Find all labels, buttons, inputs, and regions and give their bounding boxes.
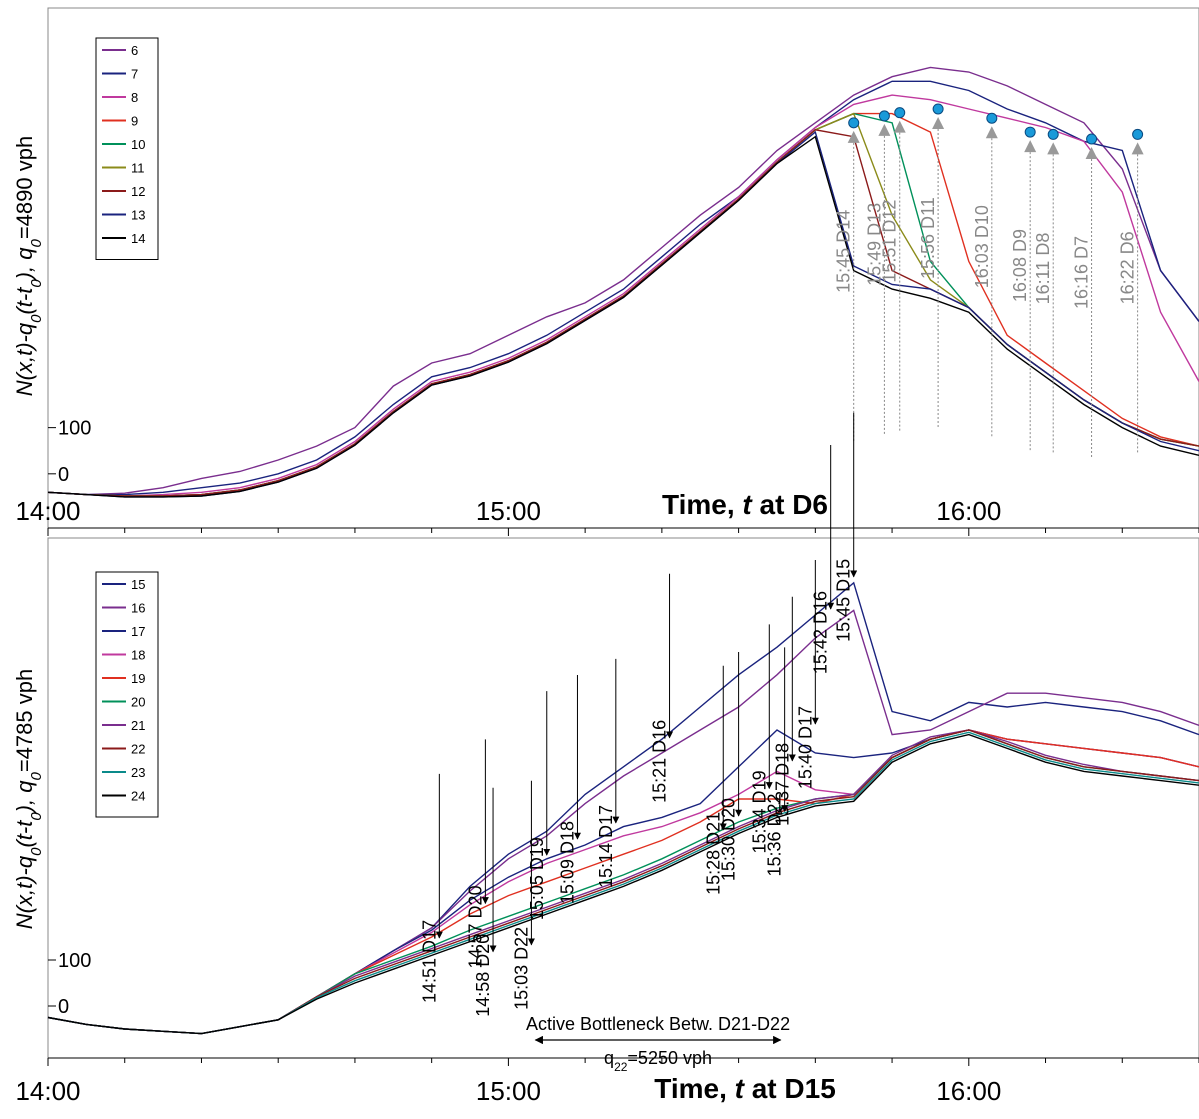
panel-1-annotation-arrowhead-7 xyxy=(1047,142,1060,155)
panel-2-legend-label-18: 18 xyxy=(131,648,145,663)
panel-2-annotation-label-5: 15:09 D18 xyxy=(557,821,577,904)
panel-1-series-9 xyxy=(47,112,1199,497)
panel-1-annotation-dot-8 xyxy=(1086,133,1098,145)
panel-1-legend-label-9: 9 xyxy=(131,114,138,129)
panel-2-legend-label-16: 16 xyxy=(131,601,145,616)
panel-1-annotation-label-9: 16:22 D6 xyxy=(1118,231,1138,304)
panel-1-y-tick-label: 0 xyxy=(58,464,69,486)
panel-2-annotation-label-8: 15:03 D22 xyxy=(511,927,531,1010)
panel-2-annotation-label-10: 15:28 D21 xyxy=(703,812,723,895)
panel-1-x-tick-label: 15:00 xyxy=(476,496,541,526)
panel-1-annotation-dot-6 xyxy=(1024,126,1036,138)
panel-1-annotation-label-2: 15:49 D13 xyxy=(864,203,884,286)
panel-2-x-tick-label: 14:00 xyxy=(15,1076,80,1106)
panel-2-annotation-label-9: 15:36 D22 xyxy=(765,793,785,876)
panel-1-series-13 xyxy=(47,130,1199,498)
panel-2-annotation-label-3: 14:57 D20 xyxy=(465,885,485,968)
panel-1-annotation-arrowhead-5 xyxy=(985,126,998,139)
panel-1-annotation-label-6: 16:08 D9 xyxy=(1010,229,1030,302)
panel-2-annotation-label-2: 14:58 D20 xyxy=(473,934,493,1017)
panel-2-annotation-label-12: 15:34 D19 xyxy=(749,770,769,853)
panel-2-x-axis-label: Time, t at D15 xyxy=(654,1073,836,1104)
panel-1-annotation-label-7: 16:11 D8 xyxy=(1033,233,1053,305)
panel-1-annotation-arrowhead-8 xyxy=(1085,147,1098,159)
panel-2-legend xyxy=(95,571,159,818)
panel-1-legend-label-8: 8 xyxy=(131,90,138,105)
panel-1-legend-label-13: 13 xyxy=(131,208,145,223)
panel-1-y-tick-label: 100 xyxy=(58,418,91,440)
panel-2-legend-label-23: 23 xyxy=(131,765,145,780)
panel-1-legend-label-10: 10 xyxy=(131,137,145,152)
panel-2-series-16 xyxy=(47,609,1199,1035)
panel-2-y-tick-label: 100 xyxy=(58,950,91,972)
panel-1-x-tick-label: 16:00 xyxy=(936,496,1001,526)
panel-2-annotation-label-13: 15:37 D18 xyxy=(772,743,792,826)
panel-1-legend-label-6: 6 xyxy=(131,43,138,58)
panel-2-series-24 xyxy=(47,733,1199,1035)
panel-2-annotation-label-4: 15:05 D19 xyxy=(527,837,547,920)
panel-2-annotation-label-6: 15:14 D17 xyxy=(596,805,616,888)
panel-2-legend-label-21: 21 xyxy=(131,718,145,733)
panel-2-plot-frame xyxy=(47,537,1199,1059)
panel-2-legend-label-15: 15 xyxy=(131,577,145,592)
panel-1-annotation-dot-3 xyxy=(894,107,906,119)
panel-1-series-6 xyxy=(47,66,1199,496)
panel-1-annotation-dot-9 xyxy=(1132,128,1144,140)
panel-2-x-tick-label: 15:00 xyxy=(476,1076,541,1106)
panel-2-annotation-label-1: 14:51 D17 xyxy=(419,920,439,1003)
panel-2-annotation-label-7: 15:21 D16 xyxy=(650,720,670,803)
panel-1-x-axis-label: Time, t at D6 xyxy=(662,489,828,520)
panel-1-x-tick-label: 14:00 xyxy=(15,496,80,526)
panel-1-legend-label-11: 11 xyxy=(131,161,145,176)
panel-1-legend-label-14: 14 xyxy=(131,231,145,246)
panel-2-annotation-label-14: 15:40 D17 xyxy=(795,706,815,789)
panel-2-annotation-label-16: 15:45 D15 xyxy=(834,559,854,642)
panel-2-series-15 xyxy=(47,581,1199,1035)
panel-1-legend xyxy=(95,37,159,260)
panel-1-annotation-dot-5 xyxy=(986,112,998,124)
panel-1-series-14 xyxy=(47,135,1199,498)
panel-1-annotation-dot-1 xyxy=(848,117,860,129)
panel-1-annotation-label-5: 16:03 D10 xyxy=(972,205,992,288)
panel-2-x-tick-label: 16:00 xyxy=(936,1076,1001,1106)
panel-1-annotation-arrowhead-2 xyxy=(878,123,891,136)
panel-1-annotation-dot-2 xyxy=(878,110,890,122)
panel-1-annotation-label-1: 15:45 D14 xyxy=(834,210,854,293)
panel-1-annotation-dot-4 xyxy=(932,103,944,115)
panel-1-annotation-dot-7 xyxy=(1047,128,1059,140)
panel-1-annotation-arrowhead-3 xyxy=(893,120,906,133)
panel-1-legend-label-7: 7 xyxy=(131,67,138,82)
panel-1-y-axis-label: N(x,t)-q0(t-t0), q0=4890 vph xyxy=(12,136,45,396)
panel-1-series-12 xyxy=(47,129,1199,497)
panel-1-annotation-arrowhead-6 xyxy=(1024,140,1037,153)
panel-2-bottleneck-rate: q22=5250 vph xyxy=(604,1048,712,1074)
panel-1-annotation-arrowhead-9 xyxy=(1131,142,1144,155)
panel-1-annotation-arrowhead-1 xyxy=(847,130,860,143)
panel-2-y-axis-label: N(x,t)-q0(t-t0), q0=4785 vph xyxy=(12,669,45,929)
panel-1-legend-label-12: 12 xyxy=(131,184,145,199)
panel-2-legend-label-20: 20 xyxy=(131,695,145,710)
panel-2-legend-label-19: 19 xyxy=(131,671,145,686)
panel-1-annotation-label-8: 16:16 D7 xyxy=(1072,236,1092,309)
panel-1-series-10 xyxy=(47,112,1199,497)
panel-1-annotation-arrowhead-4 xyxy=(932,116,945,129)
panel-2-series-23 xyxy=(47,731,1199,1035)
panel-2-annotation-label-11: 15:30 D20 xyxy=(719,798,739,881)
panel-2-bottleneck-label: Active Bottleneck Betw. D21-D22 xyxy=(526,1014,790,1034)
panel-1-annotation-label-3: 15:51 D12 xyxy=(880,200,900,283)
panel-1-series-7 xyxy=(47,80,1199,496)
panel-1-series-11 xyxy=(47,112,1199,497)
panel-2-legend-label-24: 24 xyxy=(131,789,145,804)
panel-1-series-8 xyxy=(47,94,1199,497)
panel-2-legend-label-17: 17 xyxy=(131,624,145,639)
panel-2-legend-label-22: 22 xyxy=(131,742,145,757)
panel-1-annotation-label-4: 15:56 D11 xyxy=(918,197,938,279)
panel-2-annotation-label-15: 15:42 D16 xyxy=(811,591,831,674)
panel-2-y-tick-label: 0 xyxy=(58,996,69,1018)
